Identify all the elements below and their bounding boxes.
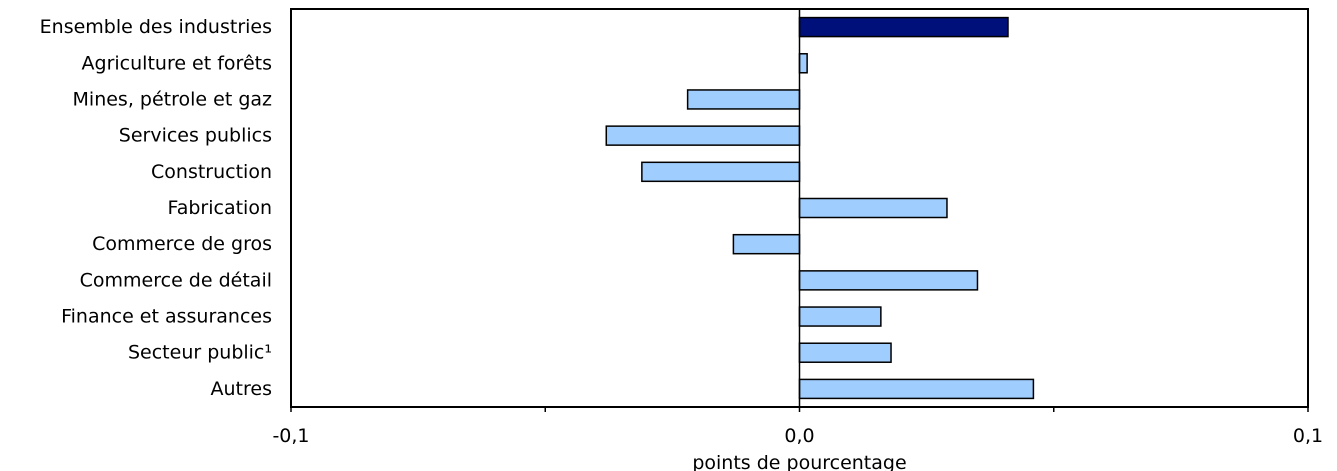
category-label: Commerce de détail [80,269,272,291]
x-axis-title: points de pourcentage [692,452,906,471]
bar [798,53,808,74]
category-label: Commerce de gros [92,233,272,255]
bar [641,161,801,183]
category-label: Mines, pétrole et gaz [73,88,272,110]
bars [605,16,1035,400]
category-labels: Ensemble des industries Agriculture et fo… [40,16,272,400]
x-tick-label: 0,0 [784,425,814,447]
x-axis-ticks [290,407,1309,412]
category-label: Finance et assurances [61,306,272,328]
bar [605,125,801,146]
category-label: Fabrication [168,197,272,219]
bar [798,270,979,291]
bar [798,378,1035,400]
bar [732,233,801,255]
x-tick-label: 0,1 [1293,425,1323,447]
bar [798,197,948,219]
bar [798,342,892,363]
category-label: Services publics [119,125,272,147]
bar [798,16,1009,38]
category-label: Ensemble des industries [40,16,272,38]
bar [686,89,801,110]
category-label: Secteur public¹ [128,342,272,364]
category-label: Construction [151,161,272,183]
x-tick-label: -0,1 [272,425,309,447]
category-label: Autres [211,378,272,400]
x-axis-tick-labels: -0,1 0,0 0,1 [272,425,1323,447]
bar [798,306,882,327]
category-label: Agriculture et forêts [82,52,272,74]
